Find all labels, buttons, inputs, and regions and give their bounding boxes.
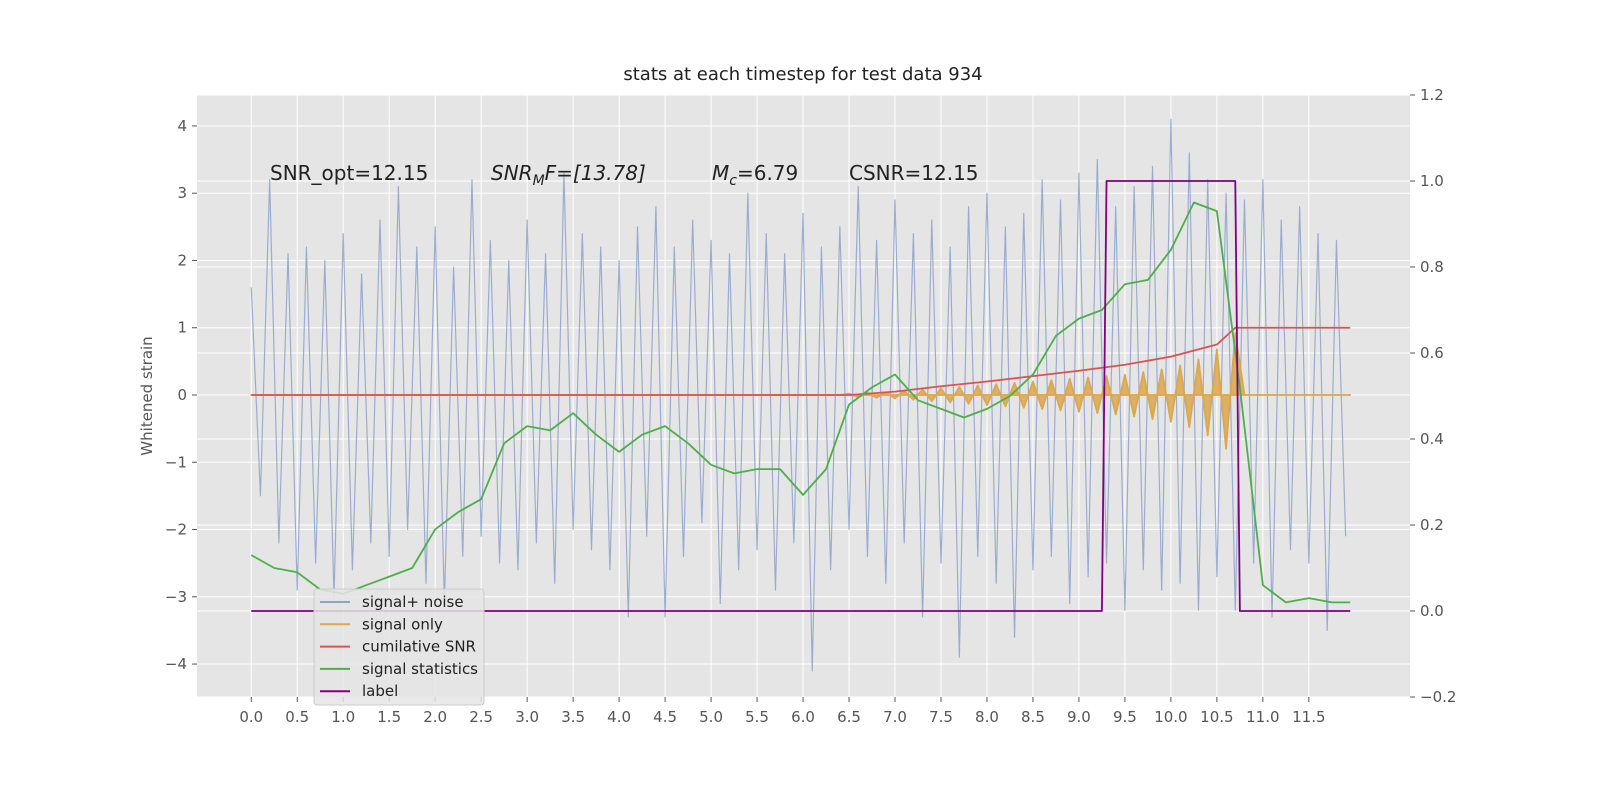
- x-tick-label: 5.0: [699, 708, 723, 726]
- x-tick-label: 11.5: [1292, 708, 1325, 726]
- annotation-subscript: c: [729, 173, 737, 189]
- annotation-suffix: F=[13.78]: [545, 161, 646, 185]
- x-tick-label: 10.0: [1154, 708, 1187, 726]
- x-tick-label: 8.5: [1021, 708, 1045, 726]
- y2-tick-label: 1.2: [1420, 86, 1444, 104]
- x-tick-label: 6.0: [791, 708, 815, 726]
- x-tick-label: 11.0: [1246, 708, 1279, 726]
- annotation-text: M: [712, 161, 729, 185]
- series-line: [250, 118, 1347, 672]
- y2-tick-label: 0.6: [1420, 344, 1444, 362]
- annotations: SNR_opt=12.15 SNRMF=[13.78] Mc=6.79 CSNR=12…: [270, 161, 979, 189]
- series-line: [250, 201, 1351, 604]
- annotation-subscript: M: [533, 173, 545, 189]
- y2-tick-label: 0.8: [1420, 258, 1444, 276]
- y-tick-label: −1: [165, 453, 187, 471]
- legend-label: signal only: [362, 615, 443, 633]
- x-tick-label: 4.5: [653, 708, 677, 726]
- annotation-suffix: =6.79: [737, 161, 798, 185]
- y-tick-label: 4: [177, 117, 187, 135]
- annotation-text: SNR_opt=12.15: [270, 161, 428, 185]
- x-tick-label: 3.0: [515, 708, 539, 726]
- x-tick-label: 3.5: [561, 708, 585, 726]
- x-tick-label: 1.0: [331, 708, 355, 726]
- y2-tick-label: 0.0: [1420, 602, 1444, 620]
- annotation: Mc=6.79: [712, 161, 798, 189]
- legend-label: cumilative SNR: [362, 638, 476, 656]
- x-tick-label: 4.0: [607, 708, 631, 726]
- x-tick-label: 7.5: [929, 708, 953, 726]
- chart-title: stats at each timestep for test data 934: [623, 64, 982, 85]
- x-tick-label: 2.0: [423, 708, 447, 726]
- y2-tick-label: 0.4: [1420, 430, 1444, 448]
- annotation: SNRMF=[13.78]: [491, 161, 646, 189]
- annotation-text: SNR: [491, 161, 533, 185]
- y-tick-label: 2: [177, 251, 187, 269]
- series-line: [251, 326, 1351, 396]
- x-tick-label: 0.0: [239, 708, 263, 726]
- x-tick-label: 10.5: [1200, 708, 1233, 726]
- y-axis-label: Whitened strain: [138, 336, 156, 455]
- x-tick-label: 6.5: [837, 708, 861, 726]
- x-tick-label: 0.5: [285, 708, 309, 726]
- legend-label: label: [362, 682, 398, 700]
- y2-tick-label: 1.0: [1420, 172, 1444, 190]
- annotation: CSNR=12.15: [849, 161, 979, 185]
- y-tick-label: −2: [165, 521, 187, 539]
- x-tick-label: 7.0: [883, 708, 907, 726]
- y-tick-label: −4: [165, 655, 187, 673]
- axes: 0.0 0.5 1.0 1.5 2.0 2.5 3.0 3.5 4.0 4.5 5.0 5.5 6.0 6…: [165, 86, 1457, 726]
- annotation-text: CSNR=12.15: [849, 161, 979, 185]
- x-tick-label: 8.0: [975, 708, 999, 726]
- legend: signal+ noise signal only cumilative SNR si…: [313, 588, 485, 706]
- y-tick-label: 1: [177, 319, 187, 337]
- y2-tick-label: −0.2: [1420, 688, 1456, 706]
- y2-tick-label: 0.2: [1420, 516, 1444, 534]
- series-line: [251, 180, 1351, 612]
- legend-label: signal+ noise: [362, 593, 464, 611]
- y-tick-label: 3: [177, 184, 187, 202]
- x-tick-label: 5.5: [745, 708, 769, 726]
- x-tick-label: 9.5: [1113, 708, 1137, 726]
- series-line: [250, 332, 1352, 450]
- legend-label: signal statistics: [362, 660, 478, 678]
- y-tick-label: 0: [177, 386, 187, 404]
- annotation: SNR_opt=12.15: [270, 161, 428, 185]
- y-tick-label: −3: [165, 588, 187, 606]
- x-tick-label: 1.5: [377, 708, 401, 726]
- marks: [250, 118, 1352, 672]
- legend-box: [313, 588, 485, 706]
- x-tick-label: 9.0: [1067, 708, 1091, 726]
- x-tick-label: 2.5: [469, 708, 493, 726]
